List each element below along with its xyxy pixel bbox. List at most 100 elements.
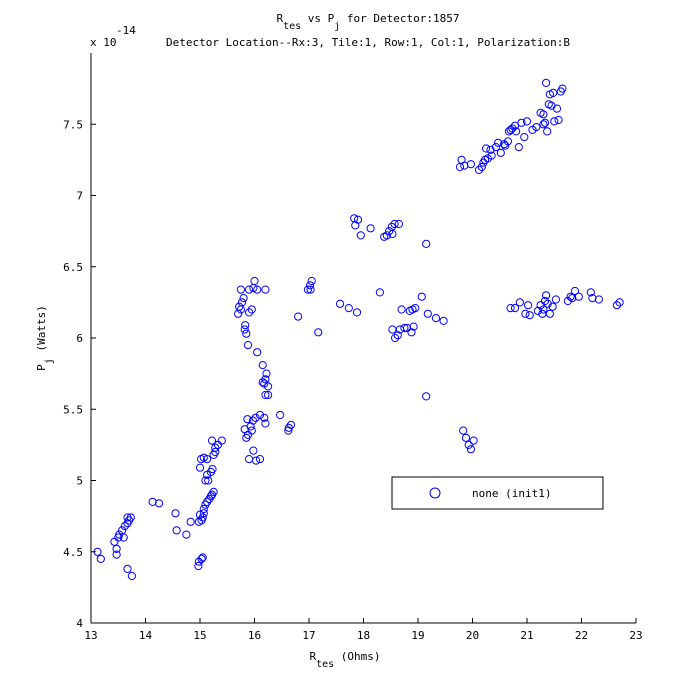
- x-tick-label: 18: [357, 629, 370, 642]
- data-point: [314, 328, 323, 337]
- data-point: [540, 296, 550, 306]
- data-point: [439, 316, 448, 325]
- data-point: [400, 323, 409, 333]
- legend: none (init1): [391, 476, 604, 510]
- data-point: [248, 416, 257, 425]
- x-tick-label: 22: [575, 629, 588, 642]
- y-tick-label: 6: [76, 332, 83, 345]
- data-point: [474, 165, 484, 174]
- data-point: [247, 426, 256, 435]
- data-point: [201, 476, 210, 485]
- data-point: [539, 305, 548, 314]
- y-tick-label: 4.5: [63, 546, 83, 559]
- data-point: [119, 533, 128, 542]
- data-point: [204, 476, 213, 485]
- data-point: [466, 445, 475, 454]
- x-tick-label: 16: [248, 629, 261, 642]
- data-point: [253, 348, 262, 357]
- data-point: [303, 285, 312, 294]
- data-point: [525, 311, 534, 320]
- data-point: [240, 325, 249, 334]
- x-tick-label: 23: [629, 629, 642, 642]
- data-point: [460, 161, 469, 170]
- data-point: [612, 301, 622, 310]
- data-point: [390, 219, 399, 229]
- y-tick-label: 5.5: [63, 403, 83, 416]
- data-point: [172, 526, 181, 535]
- chart-title-line1: Rtes vs Pj for Detector:1857: [276, 12, 459, 32]
- y-tick-label: 7: [76, 190, 83, 203]
- data-point: [255, 410, 265, 420]
- data-point: [586, 288, 595, 297]
- data-point: [407, 328, 416, 337]
- data-point: [422, 392, 431, 401]
- data-point: [524, 301, 533, 310]
- data-point: [549, 88, 558, 98]
- data-point: [245, 455, 254, 464]
- y-exponent-power: -14: [116, 24, 136, 37]
- data-point: [459, 426, 468, 435]
- data-point: [207, 436, 217, 445]
- data-point: [115, 530, 124, 539]
- data-point: [464, 440, 473, 449]
- data-point: [510, 304, 520, 313]
- data-point: [514, 143, 523, 152]
- data-point: [294, 312, 303, 321]
- data-point: [243, 415, 252, 424]
- data-point: [417, 292, 426, 301]
- data-point: [112, 544, 121, 554]
- data-point: [239, 294, 248, 303]
- data-point: [211, 447, 220, 457]
- data-point: [246, 422, 255, 431]
- data-point: [423, 309, 432, 318]
- legend-label: none (init1): [472, 487, 551, 500]
- data-point: [391, 333, 400, 343]
- data-point: [388, 325, 397, 334]
- data-point: [198, 553, 207, 562]
- data-point: [250, 276, 259, 286]
- data-point: [397, 305, 406, 314]
- data-point: [558, 84, 567, 93]
- x-tick-label: 13: [84, 629, 97, 642]
- data-point: [466, 160, 475, 169]
- x-tick-label: 15: [193, 629, 206, 642]
- x-tick-label: 21: [520, 629, 533, 642]
- data-point: [521, 309, 530, 318]
- data-point: [262, 369, 271, 378]
- data-point: [539, 120, 548, 129]
- data-point: [543, 299, 552, 308]
- data-point: [112, 550, 121, 559]
- data-point: [307, 276, 316, 286]
- data-point: [494, 138, 503, 147]
- data-point: [574, 292, 583, 301]
- data-point: [353, 215, 363, 224]
- data-point: [515, 298, 525, 307]
- data-point: [542, 291, 551, 300]
- data-point: [366, 224, 375, 233]
- data-point: [522, 117, 532, 126]
- data-point: [503, 137, 512, 146]
- data-point: [261, 285, 270, 294]
- legend-box: [391, 476, 604, 510]
- data-point: [217, 436, 226, 445]
- data-point: [206, 492, 215, 501]
- data-point: [252, 456, 261, 465]
- data-point: [242, 329, 251, 338]
- data-point: [570, 286, 580, 296]
- y-tick-label: 7.5: [63, 118, 83, 131]
- data-point: [211, 443, 220, 452]
- data-point: [194, 561, 203, 571]
- chart-title-line2: Detector Location--Rx:3, Tile:1, Row:1, …: [166, 36, 570, 49]
- data-point: [208, 465, 217, 474]
- data-point: [394, 219, 403, 229]
- x-tick-label: 20: [466, 629, 479, 642]
- data-point: [517, 118, 526, 127]
- data-point: [487, 151, 496, 160]
- data-point: [482, 144, 491, 153]
- data-point: [431, 314, 441, 323]
- y-tick-label: 4: [76, 617, 83, 630]
- data-point: [356, 231, 365, 240]
- data-point: [615, 298, 624, 307]
- data-point: [491, 143, 500, 152]
- data-point: [461, 433, 471, 442]
